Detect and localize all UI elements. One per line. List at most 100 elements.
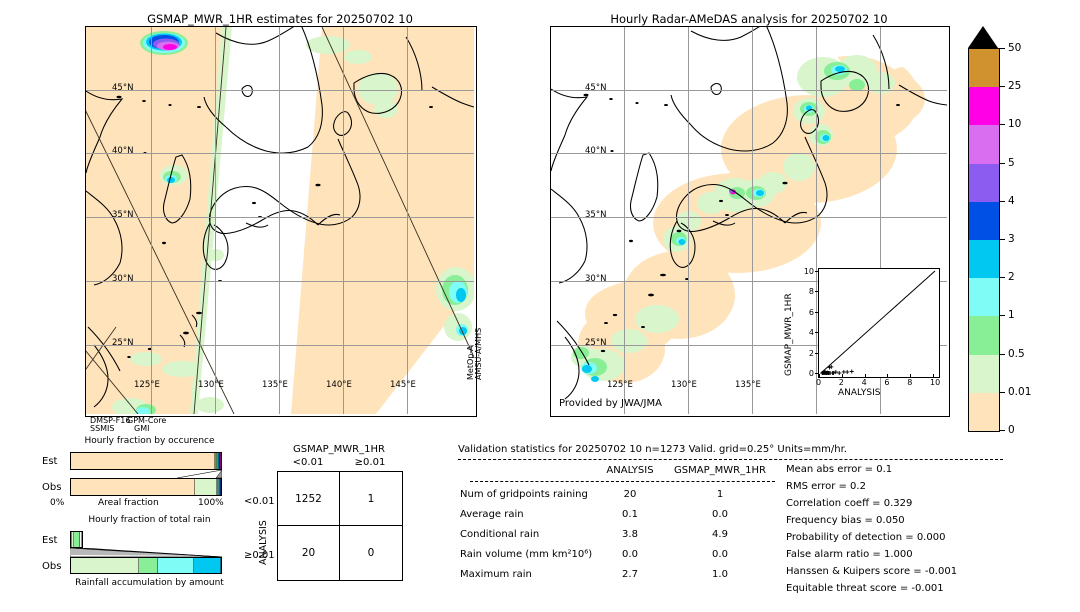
colorbar-label-25: 25 [1008, 80, 1022, 93]
scatter-ytick-label-0: 0 [808, 369, 814, 378]
colorbar-arrow-max [968, 26, 998, 48]
validation-row-label-0: Num of gridpoints raining [460, 489, 588, 500]
contingency-table[interactable]: 1252 1 20 0 [277, 471, 403, 581]
occurrence-est-segment-3 [217, 453, 218, 469]
accumulation-axis-label: Rainfall accumulation by amount [75, 578, 224, 588]
contingency-col-header-ge: ≥0.01 [354, 457, 386, 468]
occurrence-obs-segment-0 [71, 479, 196, 495]
occurrence-obs-segment-1 [195, 479, 217, 495]
left-lon-label-130: 130°E [198, 380, 224, 390]
colorbar-tick-10 [999, 124, 1005, 126]
right-lat-label-40: 40°N [585, 146, 607, 156]
scatter-plot-inset[interactable] [818, 268, 940, 378]
radar-amedas-map[interactable]: 45°N 40°N 35°N 30°N 25°N 125°E 130°E 135… [550, 26, 950, 417]
colorbar-band-0.01 [969, 354, 999, 393]
colorbar-band-10 [969, 87, 999, 126]
validation-row-analysis-3: 0.0 [622, 549, 638, 560]
validation-row-estimate-3: 0.0 [712, 549, 728, 560]
scatter-ytick-label-8: 8 [808, 287, 814, 297]
validation-score-2: Correlation coeff = 0.329 [786, 498, 913, 509]
occurrence-est-segment-4 [218, 453, 219, 469]
radar-map-canvas [551, 27, 948, 414]
left-lat-label-40: 40°N [112, 146, 134, 156]
map-credit: Provided by JWA/JMA [559, 398, 662, 409]
scatter-xtick-0 [819, 374, 820, 377]
validation-col-header-estimate: GSMAP_MWR_1HR [674, 465, 766, 476]
occurrence-est-segment-5 [219, 453, 220, 469]
colorbar-label-10: 10 [1008, 118, 1022, 131]
colorbar-tick-0 [999, 430, 1005, 431]
validation-row-label-2: Conditional rain [460, 529, 540, 540]
grid-lat-40-right [551, 153, 947, 154]
grid-lat-30-right [551, 281, 947, 282]
occurrence-est-segment-0 [71, 453, 215, 469]
validation-divider-top [458, 459, 1003, 460]
colorbar-tick-2 [999, 277, 1005, 279]
scatter-xtick-label-10: 10 [930, 378, 941, 387]
right-lat-label-25: 25°N [585, 338, 607, 348]
accumulation-est-segment-3 [79, 532, 82, 547]
sensor-label-instrument-gmi: GMI [134, 424, 150, 433]
scatter-ytick-6 [815, 311, 818, 313]
occurrence-row-label-obs: Obs [42, 482, 62, 493]
validation-score-0: Mean abs error = 0.1 [786, 464, 893, 475]
grid-lat-45 [86, 90, 474, 91]
occurrence-bar-obs[interactable] [70, 478, 222, 496]
scatter-xtick-8 [910, 374, 912, 377]
colorbar-label-3: 3 [1008, 233, 1015, 245]
scatter-ytick-label-2: 2 [808, 348, 814, 358]
contingency-row-header-ge: ≥0.01 [244, 550, 275, 561]
validation-row-analysis-0: 20 [623, 489, 637, 500]
colorbar-band-1 [969, 278, 999, 317]
left-lat-label-30: 30°N [112, 274, 134, 284]
occurrence-est-segment-1 [215, 453, 216, 469]
grid-lon-135 [279, 27, 280, 414]
validation-row-estimate-2: 4.9 [712, 529, 728, 540]
colorbar-label-50: 50 [1008, 42, 1022, 54]
colorbar-tick-1 [999, 315, 1005, 317]
colorbar-tick-50 [999, 48, 1005, 49]
grid-lat-30 [86, 281, 474, 282]
accumulation-bar-est[interactable] [70, 531, 83, 548]
occurrence-bar-est[interactable] [70, 452, 222, 470]
grid-lat-35-right [551, 217, 947, 218]
colorbar-band-25 [969, 49, 999, 88]
scatter-xtick-4 [864, 374, 866, 377]
scatter-xtick-label-0: 0 [816, 378, 822, 387]
colorbar-label-4: 4 [1008, 194, 1015, 207]
sensor-label-instrument-ssmis: SSMIS [90, 424, 115, 433]
accumulation-obs-segment-2 [158, 558, 194, 573]
occurrence-chart-title: Hourly fraction by occurence [84, 436, 215, 446]
accumulation-row-label-obs: Obs [42, 561, 62, 572]
colorbar-band-0.5 [969, 316, 999, 355]
right-lon-label-125: 125°E [607, 380, 633, 390]
right-panel-title: Hourly Radar-AMeDAS analysis for 2025070… [610, 12, 888, 26]
grid-lon-130 [215, 27, 216, 414]
colorbar-tick-4 [999, 200, 1005, 202]
grid-lon-145 [407, 27, 408, 414]
scatter-xtick-6 [887, 374, 889, 377]
scatter-xtick-10 [933, 374, 934, 377]
validation-header: Validation statistics for 20250702 10 n=… [458, 444, 847, 455]
occurrence-obs-segment-2 [216, 479, 218, 495]
scatter-ytick-label-10: 10 [803, 267, 814, 276]
scatter-ylabel: GSMAP_MWR_1HR [784, 293, 794, 376]
scatter-ytick-8 [815, 291, 818, 293]
scatter-xtick-label-8: 8 [907, 378, 913, 387]
grid-lon-140-right [816, 27, 817, 414]
gsmap-estimate-map[interactable]: 45°N 40°N 35°N 30°N 25°N 125°E 130°E 135… [85, 26, 477, 417]
grid-lat-25 [86, 345, 474, 346]
left-lon-label-125: 125°E [134, 380, 160, 390]
colorbar-label-2: 2 [1008, 271, 1015, 284]
validation-score-3: Frequency bias = 0.050 [786, 515, 905, 526]
colorbar-tick-25 [999, 86, 1005, 88]
precipitation-colorbar[interactable] [968, 48, 1000, 432]
validation-row-label-1: Average rain [460, 509, 524, 520]
left-lat-label-45: 45°N [112, 83, 134, 93]
gsmap-map-canvas [86, 27, 476, 416]
right-lat-label-35: 35°N [585, 210, 607, 220]
validation-row-estimate-4: 1.0 [712, 569, 728, 580]
grid-lon-135-right [752, 27, 753, 414]
right-lon-label-130: 130°E [671, 380, 697, 390]
accumulation-bar-obs[interactable] [70, 557, 222, 574]
